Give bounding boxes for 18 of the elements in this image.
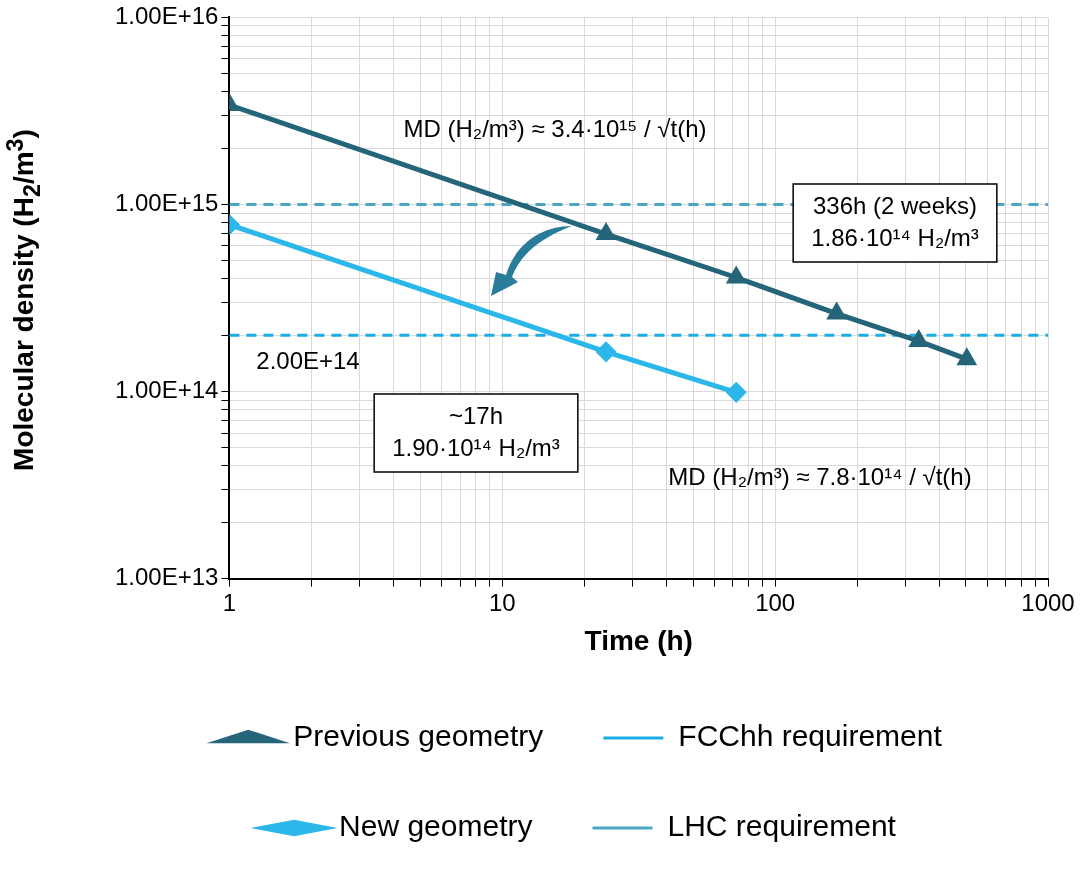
annotation: MD (H₂/m³) ≈ 7.8·10¹⁴ / √t(h) <box>668 462 972 490</box>
x-tick-label: 1000 <box>1021 588 1075 616</box>
y-tick-label: 1.00E+16 <box>114 2 219 30</box>
legend-label: LHC requirement <box>667 809 897 843</box>
annotation: 336h (2 weeks) 1.86·10¹⁴ H₂/m³ <box>811 191 979 251</box>
annotation: MD (H₂/m³) ≈ 3.4·10¹⁵ / √t(h) <box>403 114 707 142</box>
annotation: ~17h 1.90·10¹⁴ H₂/m³ <box>392 401 560 461</box>
y-tick-label: 1.00E+13 <box>114 563 219 591</box>
y-tick-label: 1.00E+14 <box>114 376 219 404</box>
legend-label: New geometry <box>339 809 533 843</box>
y-tick-label: 1.00E+15 <box>114 189 219 217</box>
x-tick-label: 100 <box>755 588 796 616</box>
legend-label: Previous geometry <box>293 719 544 753</box>
x-axis-title: Time (h) <box>584 624 693 656</box>
legend-label: FCChh requirement <box>678 719 943 753</box>
x-tick-label: 1 <box>222 588 237 616</box>
x-tick-label: 10 <box>488 588 516 616</box>
annotation: 2.00E+14 <box>256 346 360 374</box>
